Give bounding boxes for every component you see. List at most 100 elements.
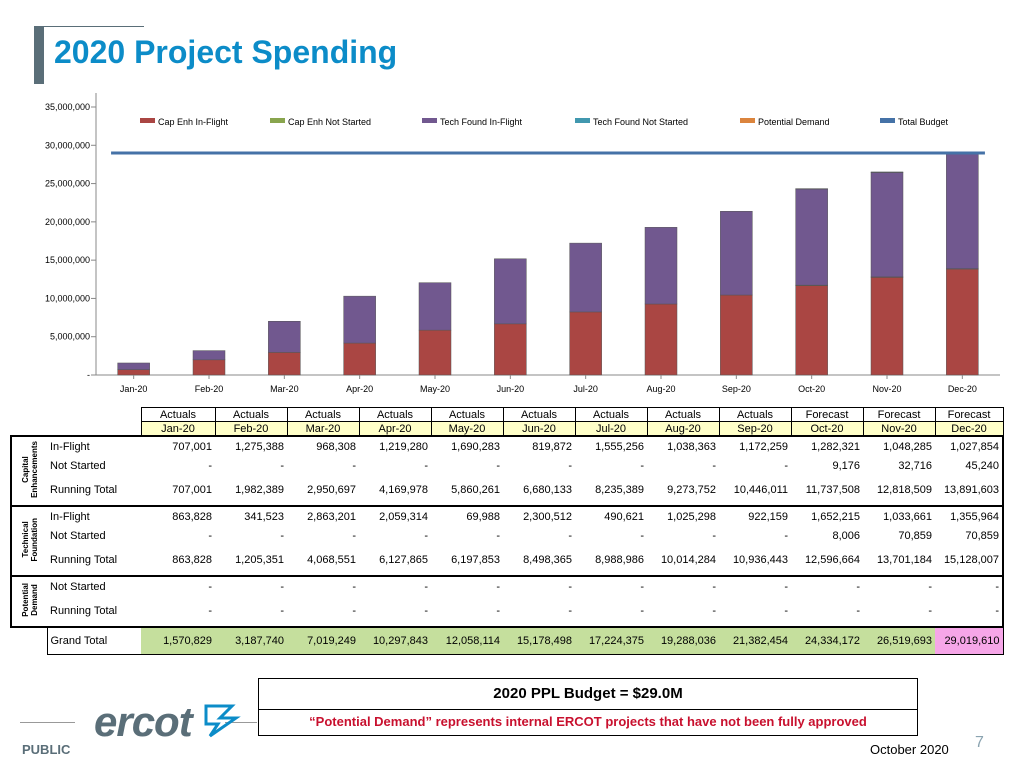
table-cell: 8,235,389 — [575, 475, 647, 507]
y-tick-label: 20,000,000 — [45, 217, 90, 227]
x-tick-label: Feb-20 — [195, 384, 224, 394]
x-tick-label: May-20 — [420, 384, 450, 394]
table-cell: 13,701,184 — [863, 545, 935, 577]
bar-segment — [418, 329, 452, 376]
header-cell: Feb-20 — [214, 421, 288, 437]
budget-text: 2020 PPL Budget = $29.0M — [259, 679, 917, 710]
header-cell: Jan-20 — [140, 421, 216, 437]
header-cell: Oct-20 — [790, 421, 864, 437]
table-cell: - — [791, 596, 863, 628]
table-cell: 863,828 — [141, 505, 215, 526]
bar-segment — [795, 188, 828, 190]
table-row: Not Started - - - - - - - - - 8,006 70,859 70,859 — [11, 526, 1004, 545]
table-cell: - — [287, 596, 359, 628]
bar-segment — [644, 303, 678, 376]
group-label-line2: Foundation — [29, 517, 39, 562]
table-cell: 10,014,284 — [647, 545, 719, 577]
table-cell: 1,025,298 — [647, 505, 719, 526]
bar-segment — [494, 258, 527, 325]
grand-total-cell: 24,334,172 — [791, 626, 863, 655]
header-cell: Apr-20 — [358, 421, 432, 437]
table-cell: - — [784, 529, 788, 542]
spending-chart: - 5,000,000 10,000,000 15,000,000 20,000,000… — [45, 93, 1000, 394]
y-tick-label: 35,000,000 — [45, 102, 90, 112]
table-cell: 863,828 — [141, 545, 215, 577]
x-tick-label: Nov-20 — [872, 384, 901, 394]
blank-cell — [11, 408, 47, 422]
row-label: In-Flight — [47, 505, 141, 526]
table-cell: - — [863, 596, 935, 628]
table-cell: 5,860,261 — [431, 475, 503, 507]
table-cell: 11,737,508 — [791, 475, 863, 507]
table-cell: 70,859 — [935, 526, 1004, 545]
header-cell: Nov-20 — [862, 421, 936, 437]
header-row-type: Actuals Actuals Actuals Actuals Actuals Actua… — [11, 407, 1004, 422]
grand-total-cell: 17,224,375 — [575, 626, 647, 655]
table-cell: - — [784, 459, 788, 472]
table-row: Running Total 863,828 1,205,351 4,068,551 6,… — [11, 545, 1004, 577]
table-cell: - — [208, 529, 212, 542]
y-tick-label: 5,000,000 — [50, 332, 90, 342]
table-cell: 1,690,283 — [431, 435, 503, 456]
table-cell: - — [568, 459, 572, 472]
y-tick-label: 25,000,000 — [45, 179, 90, 189]
group-label-text: Technical Foundation — [21, 518, 39, 562]
table-row: Potential Demand Not Started - - - - - - - - - - - - — [10, 575, 1004, 628]
table-cell: 6,680,133 — [503, 475, 575, 507]
legend-label: Cap Enh In-Flight — [158, 117, 229, 127]
table-cell: - — [215, 596, 287, 628]
bar-segment — [494, 323, 527, 376]
header-cell: May-20 — [430, 421, 504, 437]
table-cell: 2,059,314 — [359, 505, 431, 526]
table-cell: - — [712, 459, 716, 472]
blank-cell — [47, 408, 141, 422]
grand-total-label: Grand Total — [46, 626, 141, 655]
table-cell: - — [719, 575, 791, 596]
table-row: Technical Foundation In-Flight 863,828 341,5… — [10, 505, 1004, 577]
table-cell: 10,936,443 — [719, 545, 791, 577]
table-cell: 1,355,964 — [935, 505, 1004, 526]
table-cell: 1,048,285 — [863, 435, 935, 456]
bar-segment — [795, 188, 828, 286]
table-cell: - — [215, 575, 287, 596]
title-rule — [34, 26, 144, 27]
table-cell: 1,033,661 — [863, 505, 935, 526]
header-cell: Forecast — [790, 407, 864, 422]
header-cell: Actuals — [214, 407, 288, 422]
table-cell: - — [352, 459, 356, 472]
grand-total-cell: 21,382,454 — [719, 626, 791, 655]
title-accent-bar — [34, 26, 44, 84]
header-cell: Dec-20 — [934, 421, 1004, 437]
table-cell: 707,001 — [141, 475, 215, 507]
row-label: Running Total — [47, 596, 141, 628]
legend-label: Cap Enh Not Started — [288, 117, 371, 127]
ercot-logo: ercot — [94, 698, 242, 746]
blank-cell — [11, 422, 47, 437]
table-cell: - — [575, 575, 647, 596]
table-cell: - — [575, 596, 647, 628]
grand-total-cell: 19,288,036 — [647, 626, 719, 655]
table-cell: - — [280, 529, 284, 542]
row-label: In-Flight — [47, 435, 141, 456]
x-tick-label: Aug-20 — [646, 384, 675, 394]
footer-rule-right — [225, 722, 257, 723]
header-cell: Aug-20 — [646, 421, 720, 437]
table-cell: - — [647, 575, 719, 596]
header-cell: Actuals — [574, 407, 648, 422]
disclaimer-text: “Potential Demand” represents internal E… — [309, 714, 867, 729]
grand-total-cell: 10,297,843 — [359, 626, 431, 655]
table-cell: 1,275,388 — [215, 435, 287, 456]
table-cell: 13,891,603 — [935, 475, 1004, 507]
bar-segment — [569, 242, 602, 313]
table-cell: - — [647, 596, 719, 628]
table-cell: 1,038,363 — [647, 435, 719, 456]
bar-segment — [720, 211, 753, 296]
table-cell: 1,172,259 — [719, 435, 791, 456]
bar-segment — [268, 321, 301, 353]
table-cell: 15,128,007 — [935, 545, 1004, 577]
table-cell: - — [503, 596, 575, 628]
table-cell: 1,555,256 — [575, 435, 647, 456]
table-cell: 9,176 — [832, 459, 860, 472]
bar-segment — [870, 277, 904, 376]
x-tick-label: Jan-20 — [120, 384, 148, 394]
